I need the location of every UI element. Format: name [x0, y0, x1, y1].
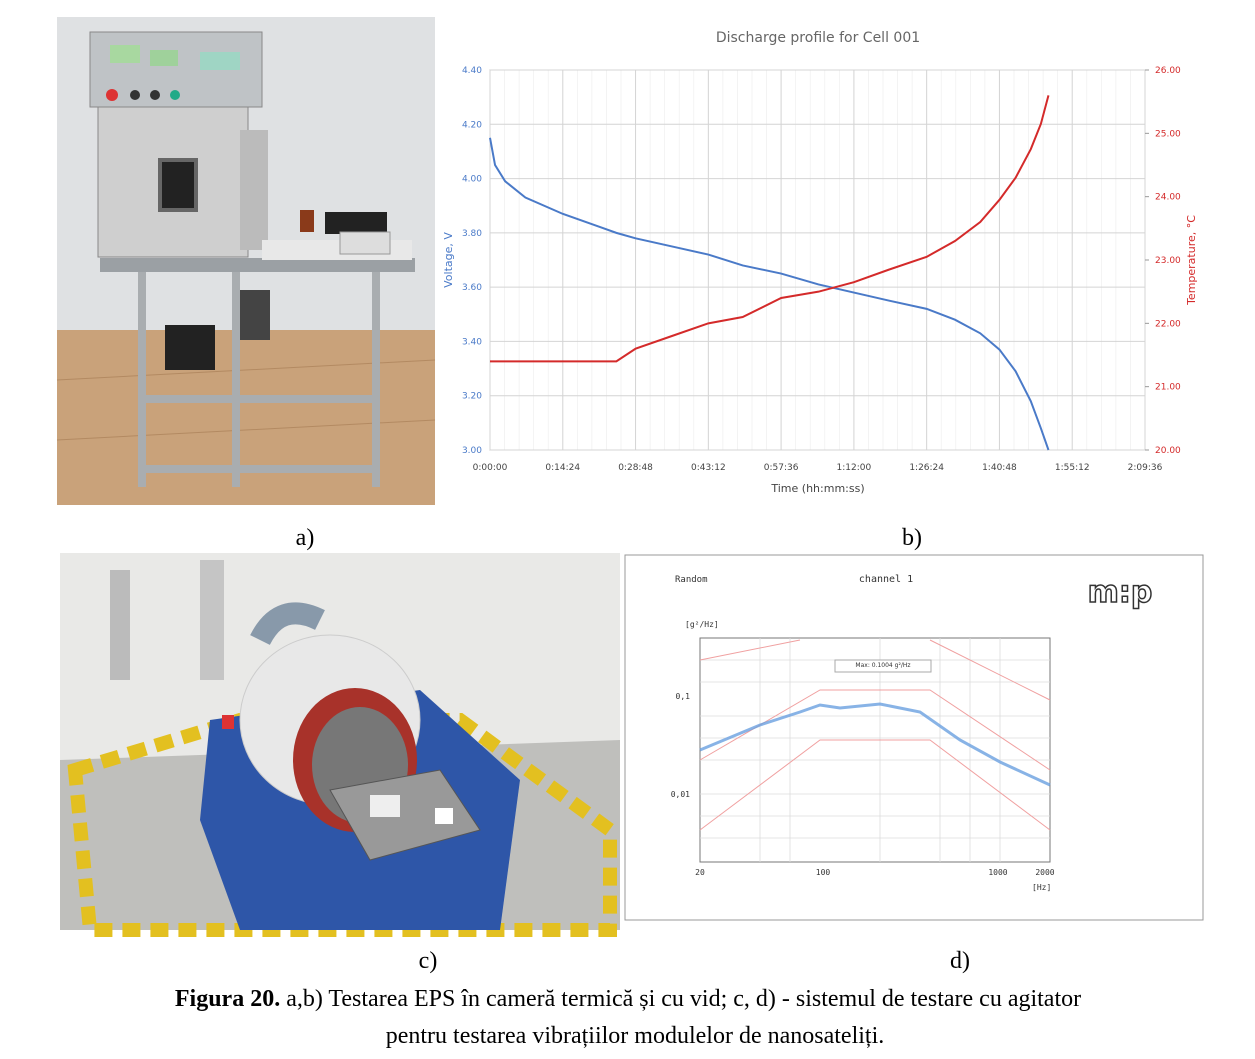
max-annotation: Max: 0.1004 g²/Hz: [855, 662, 910, 669]
x-tick-label: 2000: [1035, 868, 1054, 877]
x-tick-label: 0:00:00: [473, 463, 508, 473]
photo-shaker: [60, 553, 620, 937]
y-tick-label: 3.80: [462, 229, 482, 239]
y-tick-label: 3.60: [462, 283, 482, 293]
y2-tick-label: 21.00: [1155, 383, 1181, 393]
y-tick-label: 4.00: [462, 175, 482, 185]
discharge-chart: Discharge profile for Cell 001 Time (hh:…: [442, 30, 1198, 495]
x-tick-label: 0:43:12: [691, 463, 726, 473]
x-axis-label: Time (hh:mm:ss): [770, 482, 864, 495]
y-tick-label: 3.20: [462, 392, 482, 402]
mode-label: Random: [675, 575, 708, 585]
x-tick-label: 100: [816, 868, 831, 877]
y2-tick-label: 22.00: [1155, 319, 1181, 329]
chart-title: Discharge profile for Cell 001: [716, 30, 920, 46]
x-tick-label: 1000: [988, 868, 1007, 877]
y2-tick-label: 24.00: [1155, 193, 1181, 203]
y-tick-label: 0,1: [676, 692, 691, 701]
caption-line: pentru testarea vibrațiilor modulelor de…: [386, 1023, 885, 1049]
plot-area: [489, 69, 1146, 451]
x-tick-label: 0:14:24: [545, 463, 580, 473]
x-tick-label: 1:55:12: [1055, 463, 1090, 473]
caption-line: Figura 20. a,b) Testarea EPS în cameră t…: [175, 986, 1081, 1012]
y-tick-label: 4.20: [462, 120, 482, 130]
x-tick-label: 1:26:24: [909, 463, 944, 473]
y2-tick-label: 20.00: [1155, 446, 1181, 456]
x-tick-label: 2:09:36: [1128, 463, 1163, 473]
x-tick-label: 20: [695, 868, 705, 877]
panel-labels: a) b) c) d): [296, 525, 970, 974]
vibration-plot: Random channel 1 m:p [g²/Hz] [Hz] Max: 0…: [624, 554, 1204, 921]
panel-label: a): [296, 525, 315, 551]
y-unit: [g²/Hz]: [685, 620, 719, 629]
x-tick-label: 0:57:36: [764, 463, 799, 473]
x-tick-label: 1:12:00: [837, 463, 872, 473]
panel-label: c): [419, 948, 438, 974]
y2-axis-label: Temperature, °C: [1185, 215, 1198, 306]
y-tick-label: 0,01: [671, 790, 690, 799]
plot-area: [699, 637, 1051, 863]
photo-thermal-chamber: [56, 17, 436, 505]
logo: m:p: [1088, 575, 1153, 610]
x-unit: [Hz]: [1032, 883, 1051, 892]
caption-label: Figura 20.: [175, 986, 280, 1012]
y-tick-label: 3.40: [462, 337, 482, 347]
y-tick-label: 4.40: [462, 66, 482, 76]
panel-label: d): [950, 948, 970, 974]
series-line: [489, 137, 1050, 451]
caption-text: a,b) Testarea EPS în cameră termică și c…: [280, 986, 1081, 1012]
x-tick-label: 0:28:48: [618, 463, 653, 473]
panel-label: b): [902, 525, 922, 551]
plot-title: channel 1: [859, 574, 913, 585]
y2-tick-label: 23.00: [1155, 256, 1181, 266]
y2-tick-label: 26.00: [1155, 66, 1181, 76]
x-tick-label: 1:40:48: [982, 463, 1017, 473]
y-tick-label: 3.00: [462, 446, 482, 456]
y2-tick-label: 25.00: [1155, 129, 1181, 139]
y-axis-label: Voltage, V: [442, 232, 455, 288]
series-line: [490, 95, 1050, 363]
